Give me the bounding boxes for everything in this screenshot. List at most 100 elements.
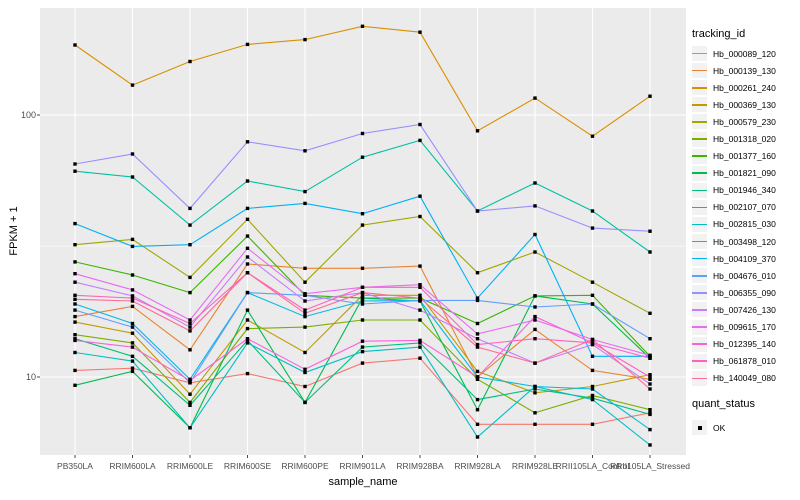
data-point-Hb_061878_010 — [130, 296, 135, 300]
data-point-Hb_007426_130 — [130, 294, 135, 298]
legend-item-Hb_003498_120: Hb_003498_120 — [692, 233, 800, 250]
legend-item-Hb_012395_140: Hb_012395_140 — [692, 336, 800, 353]
data-point-Hb_004109_370 — [360, 212, 365, 216]
legend-label: Hb_004109_370 — [713, 253, 776, 264]
series-line-swatch-icon — [692, 336, 707, 352]
legend-label: Hb_001946_340 — [713, 185, 776, 196]
series-line-swatch-icon — [692, 114, 707, 130]
data-point-Hb_001377_160 — [475, 321, 480, 326]
data-point-Hb_000579_230 — [590, 280, 595, 284]
data-point-Hb_002107_070 — [590, 209, 595, 213]
legend-label: Hb_003498_120 — [713, 236, 776, 247]
data-point-Hb_004109_370 — [590, 354, 595, 358]
data-point-Hb_003498_120 — [130, 321, 135, 326]
data-point-Hb_001377_160 — [188, 290, 192, 295]
data-point-Hb_004676_010 — [648, 337, 652, 341]
data-point-Hb_000579_230 — [475, 271, 480, 275]
data-point-Hb_000089_120 — [590, 422, 595, 426]
legend-item-Hb_002107_070: Hb_002107_070 — [692, 199, 800, 216]
data-point-Hb_061878_010 — [360, 285, 365, 289]
data-point-Hb_012395_140 — [188, 378, 192, 383]
data-point-Hb_009615_170 — [648, 353, 652, 357]
data-point-Hb_000139_130 — [360, 266, 365, 270]
data-point-Hb_001946_340 — [245, 338, 250, 343]
series-line-swatch-icon — [692, 63, 707, 79]
series-line-swatch-icon — [692, 353, 707, 369]
data-point-Hb_140049_080 — [648, 387, 652, 391]
data-point-Hb_001946_340 — [188, 403, 192, 407]
data-point-Hb_140049_080 — [590, 337, 595, 342]
data-point-Hb_000579_230 — [130, 237, 135, 242]
legend-label: Hb_140049_080 — [713, 373, 776, 384]
data-point-Hb_061878_010 — [303, 308, 307, 312]
data-point-Hb_002815_030 — [188, 426, 192, 430]
x-tick-label-RRIM928LE: RRIM928LE — [511, 461, 559, 471]
ok-square-marker-icon — [692, 420, 707, 436]
y-tick-label: 10 — [25, 371, 36, 382]
series-line-swatch-icon — [692, 268, 707, 284]
data-point-Hb_012395_140 — [533, 314, 537, 319]
legend-label: Hb_007426_130 — [713, 304, 776, 315]
data-point-Hb_000261_240 — [360, 24, 365, 28]
data-point-Hb_061878_010 — [648, 375, 652, 379]
legend-item-Hb_004109_370: Hb_004109_370 — [692, 250, 800, 267]
data-point-Hb_003498_120 — [360, 299, 365, 303]
data-point-Hb_000139_130 — [130, 304, 135, 309]
legend-label: Hb_000369_130 — [713, 99, 776, 110]
data-point-Hb_007426_130 — [303, 299, 307, 303]
data-point-Hb_001821_090 — [245, 308, 250, 312]
legend-item-Hb_001318_020: Hb_001318_020 — [692, 130, 800, 147]
data-point-Hb_061878_010 — [418, 285, 422, 289]
data-point-Hb_004676_010 — [475, 298, 480, 303]
data-point-Hb_003498_120 — [533, 384, 537, 389]
data-point-Hb_006355_090 — [130, 152, 135, 156]
data-point-Hb_000369_130 — [475, 369, 480, 374]
data-point-Hb_140049_080 — [303, 311, 307, 315]
data-point-Hb_002107_070 — [130, 175, 135, 179]
data-point-Hb_000579_230 — [188, 275, 192, 280]
data-point-Hb_000261_240 — [130, 83, 135, 87]
y-axis-title: FPKM + 1 — [8, 206, 20, 256]
series-line-swatch-icon — [692, 302, 707, 318]
data-point-Hb_000261_240 — [475, 129, 480, 133]
data-point-Hb_002815_030 — [475, 435, 480, 439]
x-tick-label-RRIM928BA: RRIM928BA — [396, 461, 444, 471]
data-point-Hb_001318_020 — [188, 400, 192, 405]
legend-label: Hb_002107_070 — [713, 202, 776, 213]
data-point-Hb_012395_140 — [73, 338, 77, 343]
x-axis-title: sample_name — [328, 476, 398, 488]
x-tick-label-RRII105LA_Stressed: RRII105LA_Stressed — [610, 461, 690, 471]
data-point-Hb_007426_130 — [245, 255, 250, 259]
data-point-Hb_001318_020 — [303, 325, 307, 329]
data-point-Hb_000579_230 — [418, 214, 422, 219]
data-point-Hb_002107_070 — [533, 181, 537, 185]
data-point-Hb_001821_090 — [475, 408, 480, 412]
data-point-Hb_001946_340 — [648, 412, 652, 417]
data-point-Hb_006355_090 — [73, 162, 77, 166]
data-point-Hb_001821_090 — [360, 296, 365, 300]
series-line-swatch-icon — [692, 148, 707, 164]
data-point-Hb_140049_080 — [533, 361, 537, 365]
legend-item-Hb_007426_130: Hb_007426_130 — [692, 301, 800, 318]
data-point-Hb_000369_130 — [360, 293, 365, 297]
legend-item-Hb_001821_090: Hb_001821_090 — [692, 165, 800, 182]
data-point-Hb_002815_030 — [418, 345, 422, 349]
data-point-Hb_004109_370 — [73, 221, 77, 226]
legend-label: Hb_006355_090 — [713, 287, 776, 298]
data-point-Hb_001377_160 — [73, 260, 77, 264]
legend-title-quant-status: quant_status — [692, 398, 755, 410]
data-point-Hb_006355_090 — [245, 140, 250, 144]
data-point-Hb_000261_240 — [245, 42, 250, 47]
data-point-Hb_000139_130 — [418, 264, 422, 268]
series-line-swatch-icon — [692, 199, 707, 215]
data-point-Hb_006355_090 — [590, 226, 595, 230]
legend-label: Hb_000089_120 — [713, 48, 776, 59]
y-tick-label: 100 — [20, 109, 36, 120]
data-point-Hb_001946_340 — [303, 400, 307, 405]
data-point-Hb_009615_170 — [475, 332, 480, 336]
data-point-Hb_061878_010 — [475, 342, 480, 347]
legend-label: Hb_004676_010 — [713, 270, 776, 281]
legend-label: Hb_001377_160 — [713, 151, 776, 162]
legend-item-Hb_002815_030: Hb_002815_030 — [692, 216, 800, 233]
